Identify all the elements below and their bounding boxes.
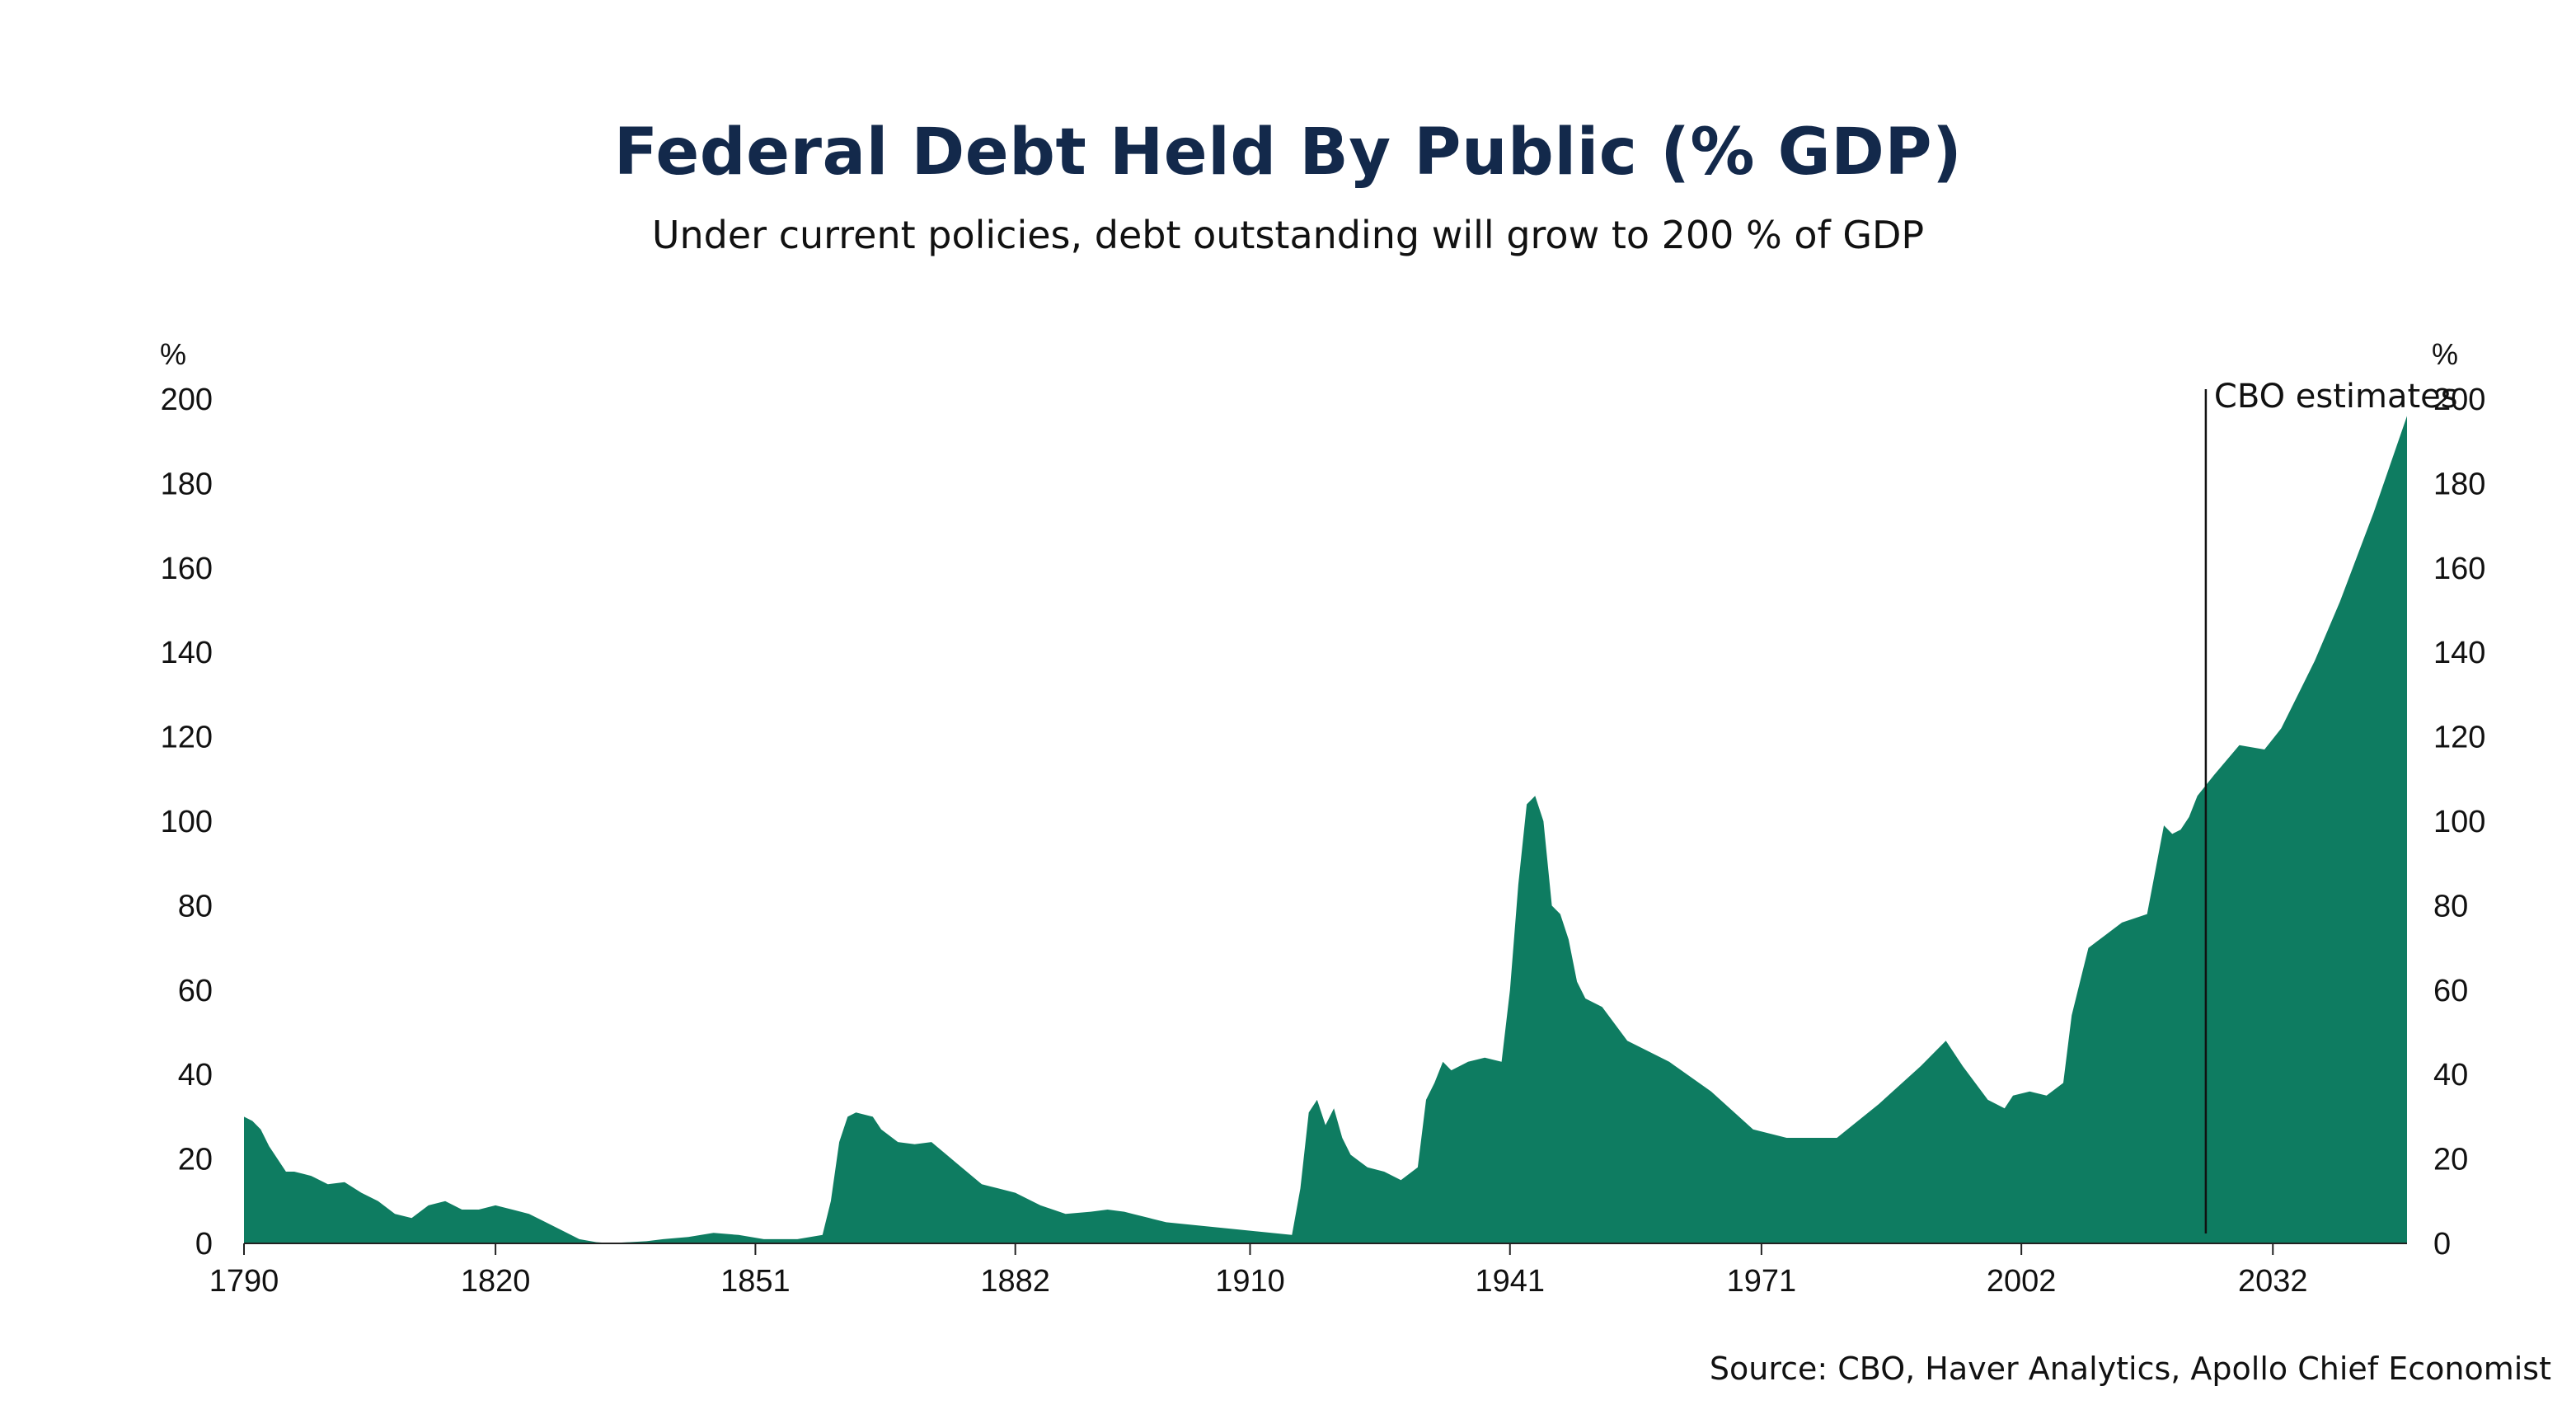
source-note: Source: CBO, Haver Analytics, Apollo Chi… (1709, 1351, 2551, 1387)
axis-layer: 1790 1820 1851 1882 1910 1941 1971 2002 2032 0 0 20… (160, 337, 2485, 1299)
x-tick-label: 1820 (461, 1264, 531, 1299)
y-tick-label-left: 80 (178, 889, 213, 923)
x-tick-label: 1790 (209, 1264, 279, 1299)
x-tick-label: 1882 (980, 1264, 1050, 1299)
x-tick-label: 1941 (1475, 1264, 1545, 1299)
y-tick-label-left: 180 (161, 467, 213, 501)
x-tick-label: 1910 (1215, 1264, 1285, 1299)
y-tick-label-left: 160 (161, 552, 213, 586)
area-layer (244, 416, 2407, 1243)
y-tick-label-left: 0 (195, 1227, 213, 1262)
y-tick-label-right: 20 (2433, 1143, 2468, 1177)
y-unit-left: % (160, 337, 186, 371)
y-tick-label-left: 100 (161, 805, 213, 839)
cbo-estimates-label: CBO estimates (2214, 378, 2458, 416)
annotation-layer: CBO estimates (2204, 378, 2458, 1233)
y-tick-label-left: 140 (161, 636, 213, 670)
y-tick-label-right: 140 (2433, 636, 2485, 670)
y-tick-label-right: 60 (2433, 974, 2468, 1008)
chart-title: Federal Debt Held By Public (% GDP) (613, 115, 1963, 190)
y-tick-label-right: 120 (2433, 721, 2485, 755)
y-tick-label-right: 160 (2433, 552, 2485, 586)
x-tick-label: 1851 (720, 1264, 791, 1299)
y-tick-label-left: 40 (178, 1058, 213, 1092)
y-tick-label-right: 40 (2433, 1058, 2468, 1092)
x-tick-label: 1971 (1727, 1264, 1797, 1299)
y-tick-label-right: 200 (2433, 383, 2485, 417)
y-tick-label-left: 120 (161, 721, 213, 755)
y-tick-label-right: 180 (2433, 467, 2485, 501)
y-tick-label-left: 20 (178, 1143, 213, 1177)
chart-subtitle: Under current policies, debt outstanding… (651, 213, 1925, 257)
x-tick-label: 2002 (1987, 1264, 2057, 1299)
y-tick-label-right: 100 (2433, 805, 2485, 839)
y-tick-label-left: 60 (178, 974, 213, 1008)
debt-area-series (244, 416, 2407, 1243)
y-unit-right: % (2432, 337, 2458, 371)
y-tick-label-right: 80 (2433, 889, 2468, 923)
x-tick-label: 2032 (2238, 1264, 2308, 1299)
y-tick-label-right: 0 (2433, 1227, 2451, 1262)
y-tick-label-left: 200 (161, 383, 213, 417)
